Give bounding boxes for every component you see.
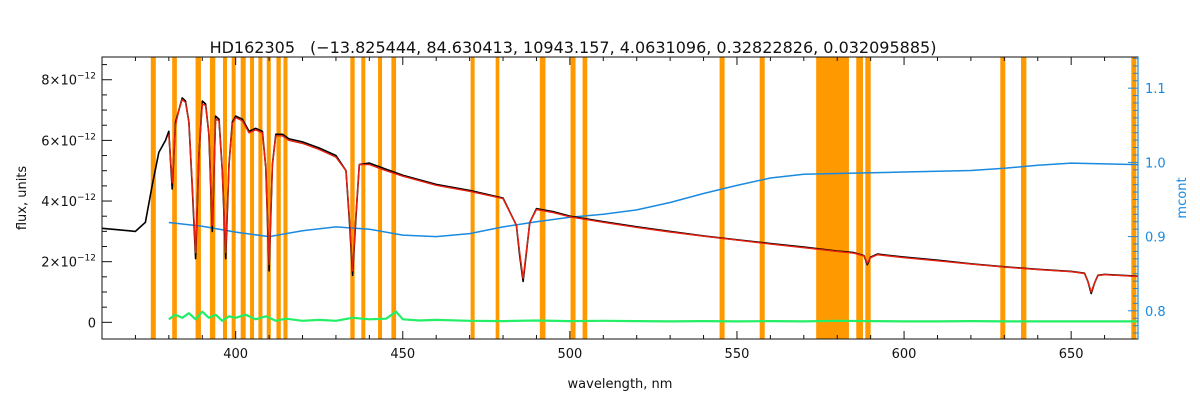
x-tick-label: 550 (725, 347, 750, 362)
y-right-tick-label: 1.0 (1145, 156, 1166, 171)
y-axis-right-label: mcont (1175, 177, 1190, 218)
masked-region (283, 57, 288, 339)
masked-region (570, 57, 576, 339)
masked-region (250, 57, 255, 339)
x-tick-label: 650 (1059, 347, 1084, 362)
series-line-residual (168, 310, 1138, 323)
masked-region (719, 57, 725, 339)
masked-region (1000, 57, 1006, 339)
masked-region (539, 57, 546, 339)
series-line-model (168, 98, 1139, 293)
series-line-mcont (168, 162, 1139, 238)
masked-region (470, 57, 475, 339)
masked-region (240, 57, 246, 339)
masked-region (222, 57, 227, 339)
masked-region (258, 57, 263, 339)
x-axis: 400 450 500 550 600 650 (101, 57, 1139, 362)
masked-region (856, 57, 863, 339)
masked-region (1021, 57, 1027, 339)
y-tick-label: 8×10−12 (41, 72, 96, 89)
y-tick-label: 2×10−12 (41, 254, 96, 271)
x-tick-label: 600 (892, 347, 917, 362)
masked-region (361, 57, 366, 339)
plot-frame (101, 56, 1139, 340)
chart-title-star: HD162305 (210, 38, 295, 57)
masked-region (276, 57, 281, 339)
masked-region (378, 57, 383, 339)
x-tick-label: 450 (390, 347, 415, 362)
masked-regions (150, 57, 1137, 339)
x-tick-label: 400 (223, 347, 248, 362)
y-tick-label: 0 (88, 316, 96, 331)
masked-region (759, 57, 765, 339)
masked-region (865, 57, 871, 339)
masked-region (391, 57, 397, 339)
masked-region (150, 57, 156, 339)
masked-region (172, 57, 177, 339)
y-axis-label: flux, units (15, 166, 30, 231)
x-tick-label: 500 (557, 347, 582, 362)
y-axis-left: 0 2×10−12 4×10−12 6×10−12 8×10−12 (41, 64, 112, 331)
masked-region (231, 57, 236, 339)
y-tick-label: 4×10−12 (41, 193, 96, 210)
masked-region (350, 57, 355, 339)
series-lines (101, 97, 1139, 323)
masked-region (266, 57, 271, 339)
masked-region (1131, 57, 1137, 339)
series-line-observed (101, 97, 1139, 295)
y-tick-label: 6×10−12 (41, 132, 96, 149)
y-right-tick-label: 0.8 (1145, 305, 1166, 320)
x-axis-label: wavelength, nm (568, 377, 673, 392)
y-right-tick-label: 1.1 (1145, 82, 1166, 97)
y-axis-right: 0.8 0.9 1.0 1.1 (1128, 57, 1166, 339)
masked-region (816, 57, 849, 339)
chart-title-params: (−13.825444, 84.630413, 10943.157, 4.063… (310, 38, 936, 57)
masked-region (582, 57, 588, 339)
y-right-tick-label: 0.9 (1145, 231, 1166, 246)
